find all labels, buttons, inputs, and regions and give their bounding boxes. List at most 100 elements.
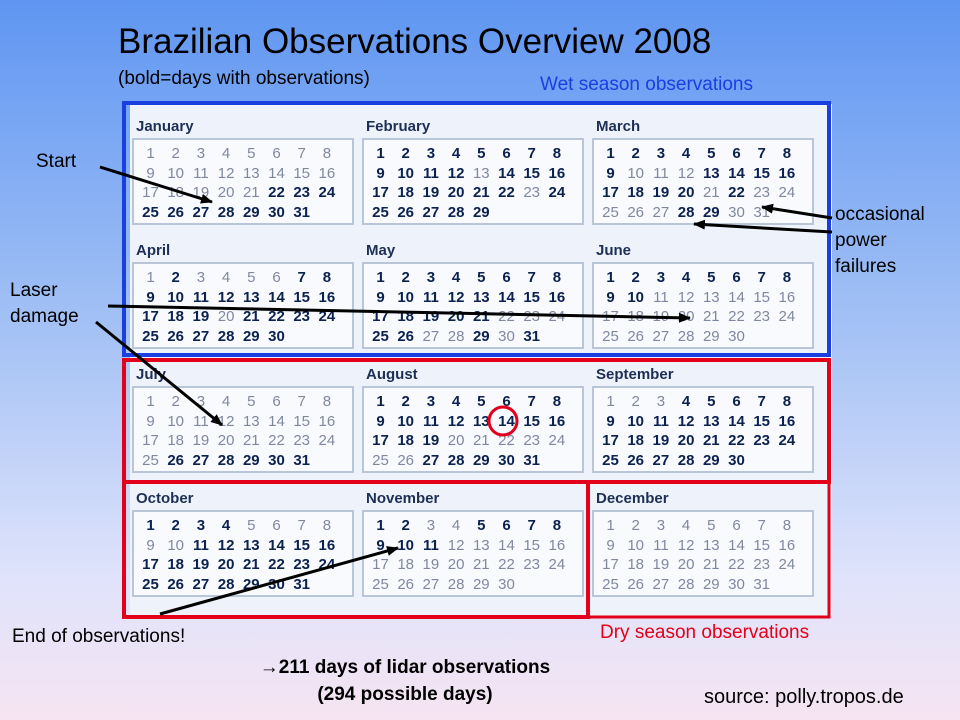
month-name: July <box>136 366 167 383</box>
calendar-day: 27 <box>192 575 210 593</box>
calendar-day: 30 <box>498 575 515 593</box>
calendar-day: 7 <box>527 517 536 534</box>
calendar-day: 13 <box>242 288 260 306</box>
calendar-day: 12 <box>217 536 235 554</box>
calendar-day: 1 <box>376 269 385 286</box>
calendar-day: 9 <box>376 412 385 430</box>
calendar-day: 8 <box>552 393 562 410</box>
calendar-day: 9 <box>606 536 615 554</box>
month-name: May <box>366 242 396 259</box>
calendar-day: 9 <box>146 164 155 182</box>
month-name: March <box>596 118 641 135</box>
page-title: Brazilian Observations Overview 2008 <box>118 22 712 61</box>
calendar-day: 25 <box>142 575 159 593</box>
calendar-day: 5 <box>477 517 486 534</box>
calendar-day: 16 <box>778 536 796 554</box>
month-june: June 1 2 3 4 5 6 7 8 9 10 11 12 13 14 15 16 17 18 19 20 21 22 2… <box>590 228 814 349</box>
calendar-day: 30 <box>498 327 515 345</box>
calendar-day: 13 <box>472 536 490 554</box>
calendar-day: 27 <box>652 203 670 221</box>
calendar-day: 27 <box>192 203 210 221</box>
calendar-day: 12 <box>677 288 695 306</box>
calendar-day: 28 <box>217 327 235 345</box>
calendar-day: 25 <box>372 451 389 469</box>
calendar-day: 31 <box>293 451 311 469</box>
calendar-day: 30 <box>728 451 745 469</box>
calendar-day: 9 <box>606 288 615 306</box>
calendar-day: 21 <box>242 432 260 449</box>
calendar-day: 14 <box>728 412 745 430</box>
calendar-day: 1 <box>606 145 615 162</box>
calendar-day: 17 <box>602 556 619 573</box>
calendar-day: 5 <box>707 393 716 410</box>
calendar-day: 22 <box>728 556 745 573</box>
calendar-day: 20 <box>677 556 695 573</box>
calendar-day: 9 <box>606 412 615 430</box>
calendar-day: 17 <box>602 432 619 449</box>
calendar-day: 29 <box>472 575 490 593</box>
calendar-day: 25 <box>142 203 159 221</box>
calendar-day: 16 <box>548 412 566 430</box>
calendar-day: 22 <box>268 432 285 449</box>
calendar-day: 12 <box>447 164 465 182</box>
calendar-day: 23 <box>293 184 311 201</box>
calendar-day: 2 <box>171 393 180 410</box>
calendar-day: 15 <box>753 288 771 306</box>
calendar-day: 28 <box>447 575 465 593</box>
month-grid: 1 2 3 4 5 6 7 8 9 10 11 12 13 14 15 16 17 18 19 20 21 22 23 24 2… <box>132 510 354 597</box>
calendar-day: 17 <box>142 432 159 449</box>
calendar-day: 3 <box>656 145 666 162</box>
calendar-day: 6 <box>272 145 281 162</box>
calendar-day: 22 <box>498 556 515 573</box>
summary-line-1: →211 days of lidar observations <box>215 654 595 681</box>
calendar-day: 19 <box>422 432 440 449</box>
calendar-day: 26 <box>167 327 185 345</box>
month-name: January <box>136 118 194 135</box>
calendar-day: 19 <box>192 556 210 573</box>
calendar-day: 15 <box>753 164 771 182</box>
calendar-day: 24 <box>548 308 566 325</box>
calendar-day: 30 <box>728 327 745 345</box>
calendar-day: 7 <box>757 145 766 162</box>
calendar-day: 2 <box>631 517 640 534</box>
calendar-day: 15 <box>293 288 311 306</box>
calendar-day: 15 <box>293 536 311 554</box>
calendar-day: 18 <box>627 432 645 449</box>
calendar-day: 22 <box>498 308 515 325</box>
calendar-day: 2 <box>401 145 410 162</box>
calendar-day: 30 <box>728 575 745 593</box>
calendar-day: 16 <box>318 288 336 306</box>
calendar-day: 21 <box>472 432 490 449</box>
month-march: March 1 2 3 4 5 6 7 8 9 10 11 12 13 14 15 16 17 18 19 20 21 22… <box>590 104 814 225</box>
calendar-day: 3 <box>656 517 666 534</box>
calendar-day: 9 <box>376 536 385 554</box>
calendar-day: 25 <box>142 327 159 345</box>
calendar-day: 26 <box>397 203 415 221</box>
calendar-day: 18 <box>167 556 185 573</box>
calendar-day: 18 <box>627 556 645 573</box>
calendar-day: 18 <box>397 432 415 449</box>
calendar-day: 20 <box>447 432 465 449</box>
calendar-day: 4 <box>221 269 231 286</box>
calendar-day: 18 <box>627 308 645 325</box>
month-november: November 1 2 3 4 5 6 7 8 9 10 11 12 13 14 15 16 17 18 19 20 2… <box>360 476 584 597</box>
calendar-day: 8 <box>322 393 332 410</box>
calendar-day: 3 <box>196 145 206 162</box>
calendar-day: 20 <box>447 556 465 573</box>
month-grid: 1 2 3 4 5 6 7 8 9 10 11 12 13 14 15 16 17 18 19 20 21 22 23 24 2… <box>592 386 814 473</box>
calendar-day: 13 <box>242 412 260 430</box>
calendar-day: 8 <box>782 393 792 410</box>
calendar-day: 5 <box>247 393 256 410</box>
calendar-day: 16 <box>318 536 336 554</box>
month-october: October 1 2 3 4 5 6 7 8 9 10 11 12 13 14 15 16 17 18 19 20 21… <box>130 476 354 597</box>
calendar-day: 11 <box>422 164 439 182</box>
calendar-day: 8 <box>552 145 562 162</box>
calendar-day: 29 <box>472 203 490 221</box>
calendar-day: 8 <box>782 517 792 534</box>
calendar-day: 7 <box>297 145 306 162</box>
calendar-day: 10 <box>397 288 415 306</box>
calendar-day: 1 <box>606 269 615 286</box>
calendar-day: 24 <box>548 556 566 573</box>
calendar-day: 28 <box>677 575 695 593</box>
calendar-day: 15 <box>293 164 311 182</box>
